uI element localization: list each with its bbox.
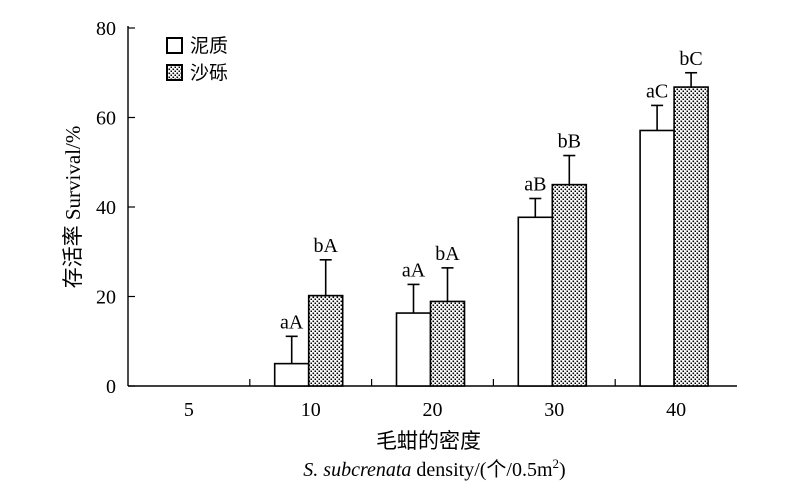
y-axis-label: 存活率 Survival/% — [61, 126, 85, 289]
legend-label-mud: 泥质 — [190, 35, 228, 57]
significance-label: bC — [679, 48, 702, 70]
x-axis-label-superscript: 2 — [553, 456, 560, 471]
bar-mud — [639, 129, 675, 387]
bar-gravel — [429, 300, 466, 387]
legend-label-gravel: 沙砾 — [190, 62, 228, 84]
x-tick-label: 10 — [301, 399, 321, 421]
x-tick-label: 5 — [184, 399, 194, 421]
y-tick-label: 40 — [96, 197, 116, 219]
significance-label: bA — [435, 243, 460, 265]
significance-label: aA — [280, 311, 304, 333]
x-axis-label-unit: density/(个/0.5m — [411, 458, 553, 481]
significance-label: aA — [402, 259, 426, 281]
bar-gravel — [307, 294, 344, 387]
legend-swatch-gravel — [166, 64, 183, 81]
y-tick-label: 0 — [106, 376, 116, 398]
x-tick-label: 30 — [544, 399, 564, 421]
y-tick-label: 80 — [96, 18, 116, 40]
x-tick-label: 20 — [423, 399, 443, 421]
y-tick-label: 20 — [96, 287, 116, 309]
x-axis-label-cn: 毛蚶的密度 — [376, 429, 481, 453]
y-tick-label: 60 — [96, 108, 116, 130]
significance-label: bB — [558, 131, 581, 153]
significance-label: bA — [313, 235, 338, 257]
x-axis-label-species: S. subcrenata — [303, 459, 411, 481]
x-axis-label-en: S. subcrenata density/(个/0.5m2) — [303, 456, 565, 481]
x-tick-label: 40 — [666, 399, 686, 421]
bar-gravel — [673, 86, 709, 387]
bar-mud — [273, 362, 310, 387]
legend-swatch-mud — [166, 37, 183, 54]
significance-label: aB — [524, 173, 546, 195]
significance-label: aC — [646, 80, 668, 102]
bar-gravel — [551, 183, 588, 387]
x-axis-label-close: ) — [559, 459, 566, 481]
bar-mud — [517, 216, 554, 387]
bar-mud — [395, 312, 432, 387]
